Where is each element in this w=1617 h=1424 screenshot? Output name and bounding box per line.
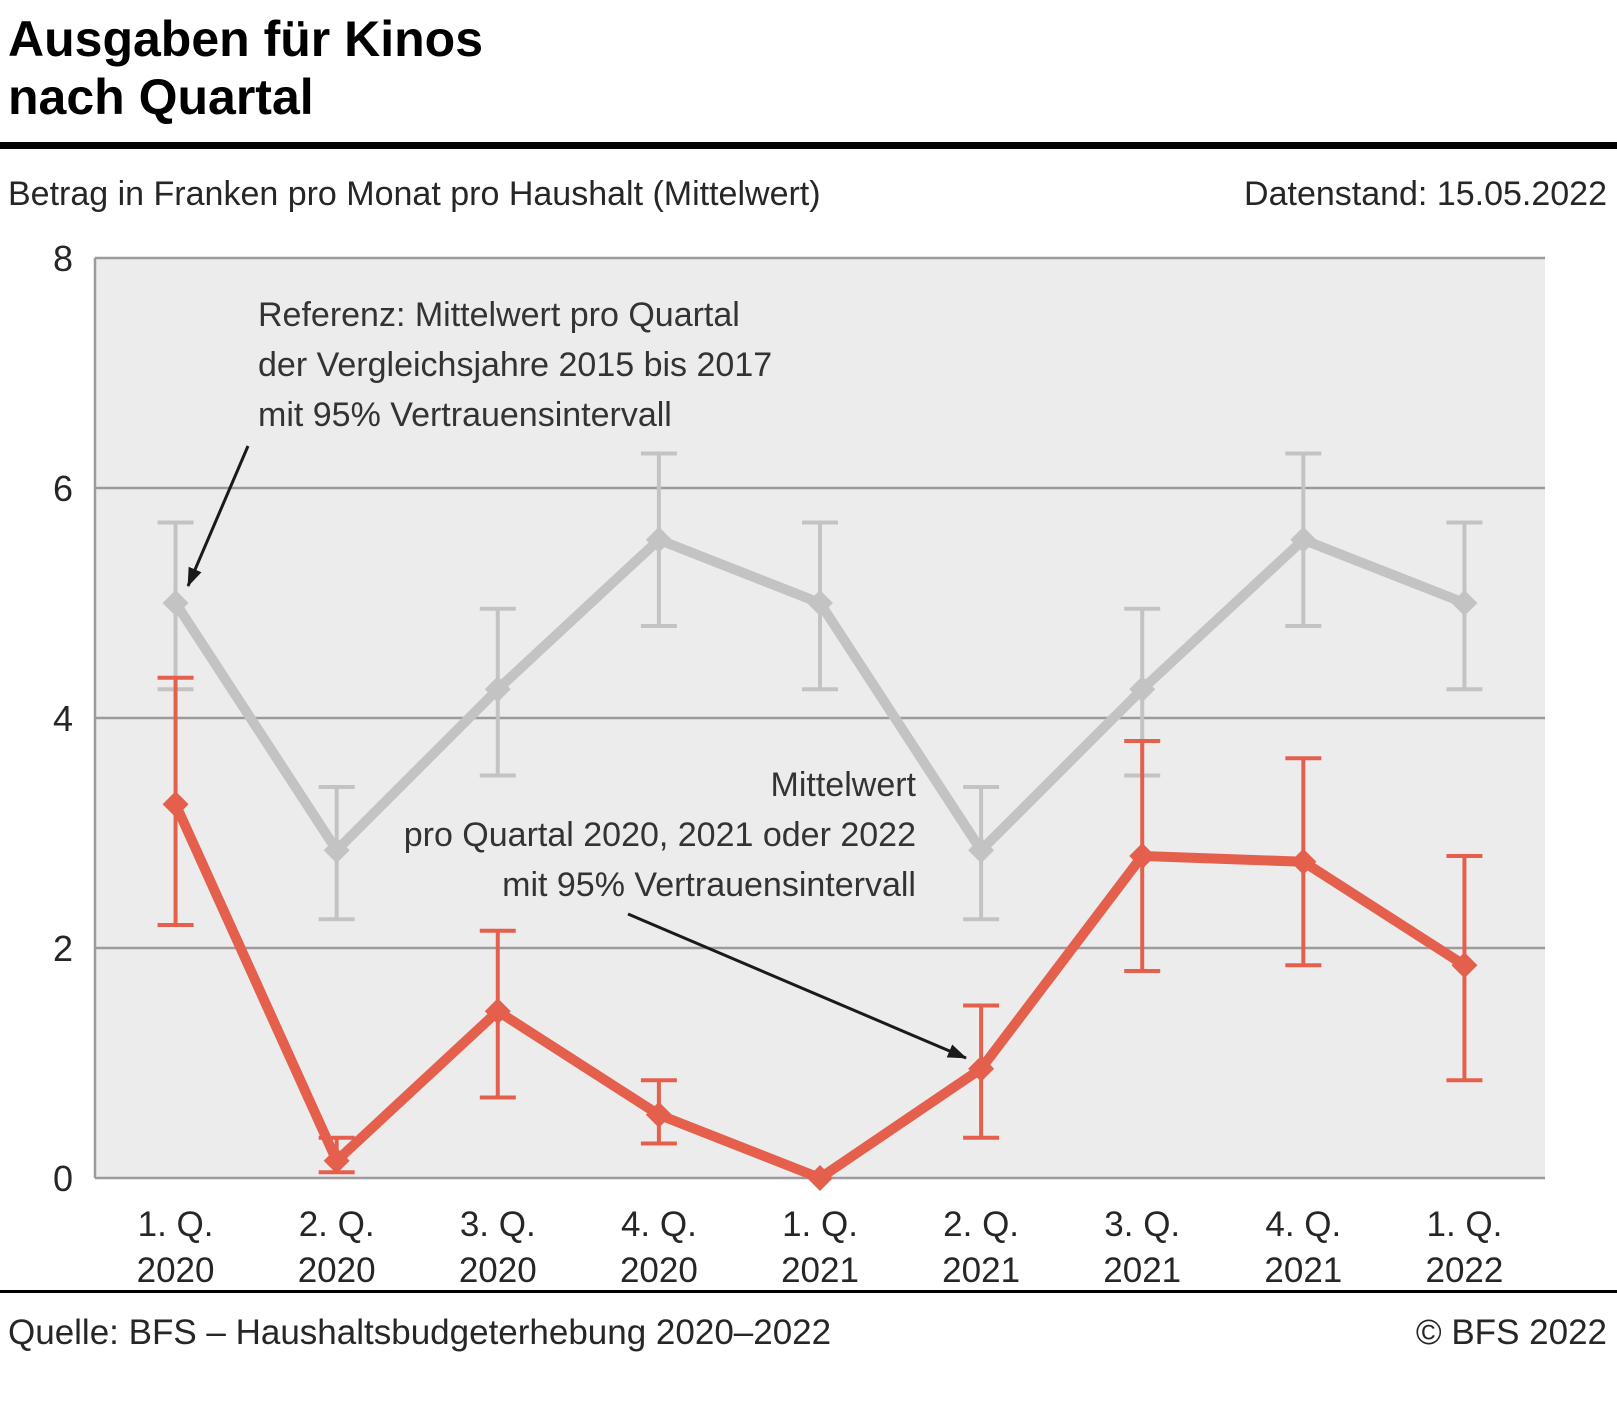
data-point-marker xyxy=(645,1101,672,1128)
title-line-2: nach Quartal xyxy=(8,69,314,125)
series-current xyxy=(157,675,1483,1191)
y-tick-label: 6 xyxy=(53,468,73,509)
y-tick-label: 0 xyxy=(53,1158,73,1199)
x-tick-label: 2. Q. 2020 xyxy=(298,1205,376,1290)
data-point-marker xyxy=(484,676,511,703)
x-tick-label: 3. Q. 2021 xyxy=(1103,1205,1181,1290)
data-point-marker xyxy=(645,526,672,553)
data-point-marker xyxy=(1290,848,1317,875)
x-tick-label: 3. Q. 2020 xyxy=(459,1205,537,1290)
data-point-marker xyxy=(807,1165,833,1191)
chart-header: Ausgaben für Kinos nach Quartal xyxy=(0,0,1617,126)
data-point-marker xyxy=(968,1055,995,1082)
footer-row: Quelle: BFS – Haushaltsbudgeterhebung 20… xyxy=(0,1293,1617,1353)
data-status: Datenstand: 15.05.2022 xyxy=(1244,175,1607,213)
x-tick-label: 4. Q. 2021 xyxy=(1264,1205,1342,1290)
data-point-marker xyxy=(1290,526,1317,553)
data-point-marker xyxy=(323,837,350,864)
data-point-marker xyxy=(484,998,511,1025)
data-point-marker xyxy=(1129,843,1156,869)
quarterly-cinema-expenses-chart: 0 2 4 6 8 1. Q. 2020 2. Q. 2020 3. Q. 2020 4. Q. 202… xyxy=(53,238,1545,1290)
y-tick-label: 8 xyxy=(53,238,73,279)
x-tick-label: 1. Q. 2022 xyxy=(1426,1205,1504,1290)
data-point-marker xyxy=(1451,590,1478,616)
x-tick-label: 2. Q. 2021 xyxy=(942,1205,1020,1290)
copyright-note: © BFS 2022 xyxy=(1415,1313,1607,1352)
series-reference xyxy=(157,451,1483,922)
reference-series-annotation-arrow xyxy=(186,445,250,587)
current-series-annotation-arrow xyxy=(627,912,967,1060)
x-tick-label: 1. Q. 2020 xyxy=(137,1205,215,1290)
title-line-1: Ausgaben für Kinos xyxy=(8,11,484,67)
data-point-marker xyxy=(807,590,833,616)
x-tick-label: 1. Q. 2021 xyxy=(781,1205,859,1290)
data-point-marker xyxy=(323,1147,350,1174)
data-point-marker xyxy=(1451,952,1478,979)
source-note: Quelle: BFS – Haushaltsbudgeterhebung 20… xyxy=(8,1313,832,1352)
data-point-marker xyxy=(968,837,995,864)
current-series-annotation-text: Mittelwert pro Quartal 2020, 2021 oder 20… xyxy=(404,766,917,904)
y-tick-label: 2 xyxy=(53,928,73,969)
axis-description: Betrag in Franken pro Monat pro Haushalt… xyxy=(8,175,821,213)
data-point-marker xyxy=(162,791,189,818)
subtitle-row: Betrag in Franken pro Monat pro Haushalt… xyxy=(0,149,1617,214)
page-title: Ausgaben für Kinos nach Quartal xyxy=(8,10,1603,126)
footer-divider xyxy=(0,1290,1617,1293)
data-point-marker xyxy=(162,590,189,616)
x-tick-label: 4. Q. 2020 xyxy=(620,1205,698,1290)
y-tick-label: 4 xyxy=(53,698,73,739)
data-point-marker xyxy=(1129,676,1156,703)
header-divider xyxy=(0,142,1617,149)
reference-series-annotation-text: Referenz: Mittelwert pro Quartal der Verg… xyxy=(258,296,772,434)
